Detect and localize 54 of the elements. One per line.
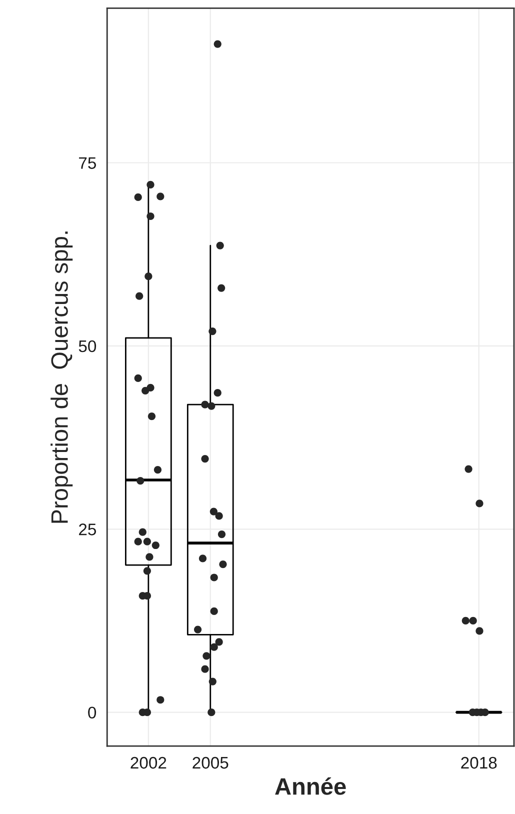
- point: [216, 242, 224, 250]
- point: [464, 465, 472, 473]
- point: [476, 500, 484, 508]
- point: [136, 476, 144, 485]
- point: [201, 454, 209, 463]
- point: [201, 665, 209, 673]
- y-tick-label: 0: [88, 706, 96, 719]
- point: [210, 574, 218, 582]
- y-tick-label: 25: [79, 524, 96, 536]
- point: [215, 638, 223, 646]
- point: [202, 652, 210, 660]
- point: [214, 389, 222, 397]
- point: [156, 696, 164, 704]
- point: [208, 678, 216, 686]
- point: [194, 626, 202, 634]
- point: [134, 374, 142, 382]
- point: [154, 466, 162, 474]
- point: [208, 402, 216, 410]
- y-tick-label: 75: [79, 157, 96, 169]
- point: [146, 212, 154, 220]
- x-tick-label: 2002: [130, 756, 166, 769]
- point: [152, 541, 160, 550]
- point: [198, 554, 207, 562]
- point: [218, 284, 226, 292]
- point: [210, 607, 218, 616]
- point: [146, 180, 154, 189]
- point: [208, 327, 216, 336]
- point: [143, 538, 151, 546]
- x-tick-label: 2018: [461, 756, 497, 769]
- point: [144, 272, 152, 280]
- point: [476, 627, 484, 635]
- x-tick-label: 2005: [192, 756, 228, 769]
- point: [201, 400, 209, 408]
- point: [210, 643, 218, 651]
- point: [215, 512, 223, 520]
- y-tick-label: 50: [78, 340, 96, 352]
- x-axis-title: Année: [275, 777, 346, 795]
- point: [136, 292, 144, 300]
- point: [148, 412, 156, 420]
- point: [146, 553, 154, 561]
- point: [218, 530, 226, 538]
- point: [156, 192, 164, 200]
- point: [469, 616, 477, 625]
- point: [210, 508, 218, 516]
- point: [134, 193, 142, 201]
- point: [214, 40, 222, 48]
- point: [208, 708, 216, 716]
- point: [219, 560, 227, 568]
- point: [143, 567, 151, 575]
- y-axis-title: Proportion de Quercus spp.: [50, 232, 73, 523]
- point: [134, 538, 142, 546]
- point: [462, 616, 470, 625]
- point: [146, 384, 154, 392]
- point: [138, 528, 146, 536]
